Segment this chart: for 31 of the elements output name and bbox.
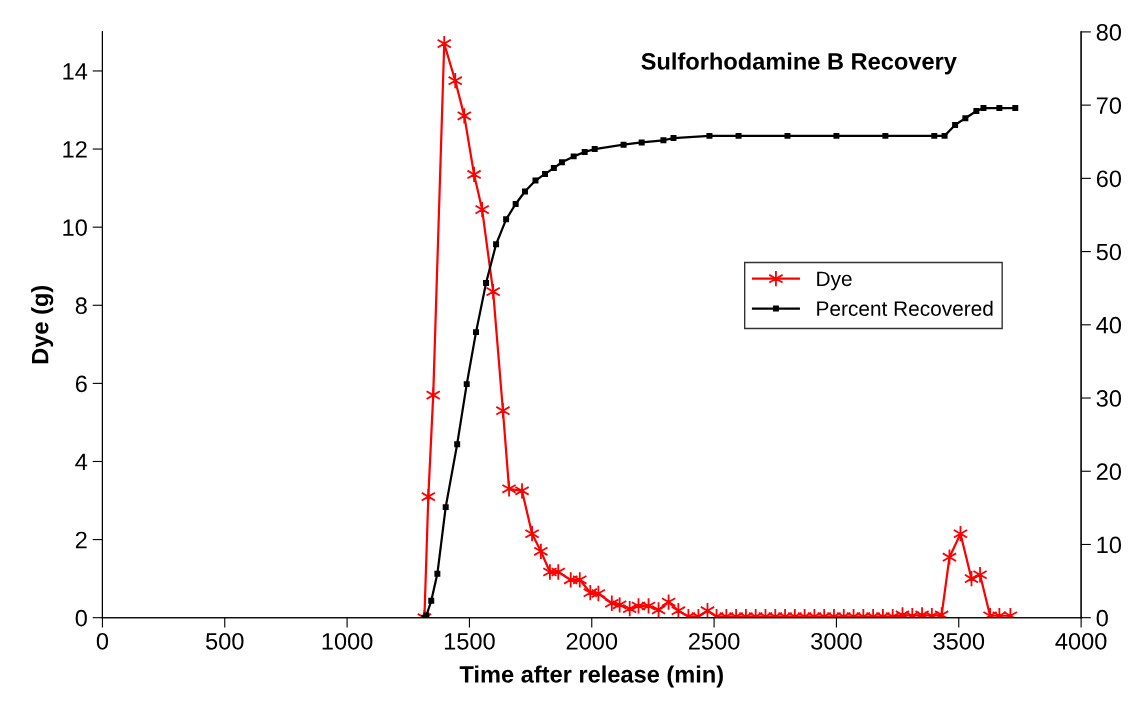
- x-tick-label: 3500: [933, 632, 985, 650]
- y-tick-label: 2: [75, 531, 87, 549]
- y-tick-label: 12: [63, 141, 87, 158]
- x-tick-label: 1000: [322, 632, 373, 650]
- legend-label: Dye: [817, 271, 852, 291]
- y2-tick-label: 40: [1096, 316, 1122, 334]
- y2-tick-label: 60: [1096, 170, 1122, 188]
- y-tick-label: 14: [63, 63, 88, 80]
- text: Sulforhodamine B Recovery: [641, 52, 957, 75]
- x-tick-label: 3000: [811, 632, 862, 650]
- x-tick-label: 4000: [1055, 632, 1107, 650]
- legend-label: Percent Recovered: [817, 300, 993, 317]
- y-tick-label: 8: [75, 297, 87, 315]
- y-tick-label: 4: [75, 453, 88, 471]
- y2-tick-label: 80: [1096, 23, 1122, 41]
- x-tick-label: 1500: [444, 632, 495, 650]
- y-axis-title: Dye (g): [31, 285, 54, 364]
- y2-tick-label: 0: [1096, 609, 1108, 627]
- x-tick-label: 500: [206, 632, 244, 650]
- y-tick-label: 0: [75, 609, 87, 627]
- y2-tick-label: 20: [1096, 463, 1122, 481]
- x-tick-label: 0: [96, 632, 109, 650]
- x-tick-label: 2500: [689, 632, 740, 650]
- x-tick-label: 2000: [566, 632, 618, 650]
- y2-tick-label: 70: [1096, 97, 1122, 114]
- y-tick-label: 6: [75, 375, 87, 393]
- y2-tick-label: 50: [1096, 243, 1122, 261]
- y2-tick-label: 30: [1096, 390, 1122, 407]
- y-tick-label: 10: [63, 219, 87, 236]
- x-axis-title: Time after release (min): [459, 665, 723, 688]
- y2-tick-label: 10: [1097, 536, 1122, 554]
